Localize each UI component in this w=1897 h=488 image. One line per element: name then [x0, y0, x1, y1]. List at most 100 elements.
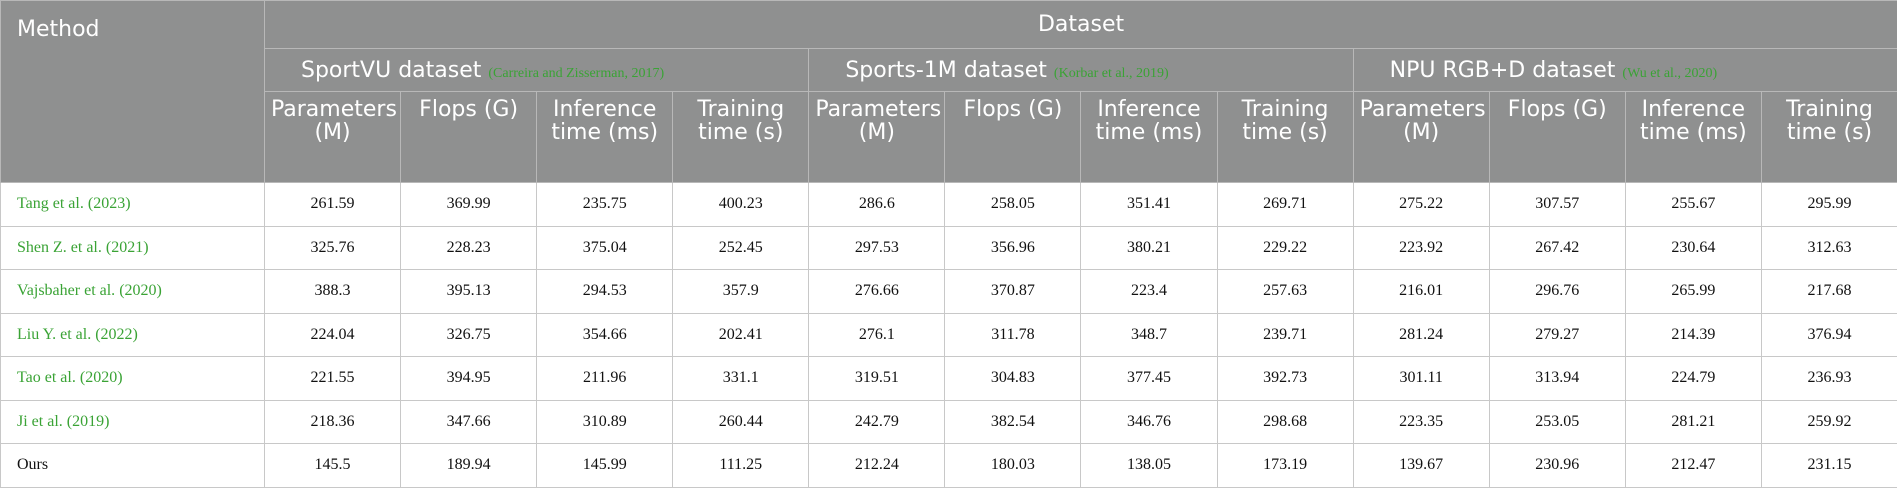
- method-cell: Tang et al. (2023): [1, 183, 265, 227]
- value-cell: 312.63: [1761, 226, 1897, 270]
- value-cell: 351.41: [1081, 183, 1217, 227]
- header-row: Parameters (M)Flops (G)Inference time (m…: [1, 92, 1897, 183]
- method-year: (2021): [106, 239, 149, 256]
- value-cell: 394.95: [401, 357, 537, 401]
- value-cell: 375.04: [537, 226, 673, 270]
- value-cell: 224.79: [1625, 357, 1761, 401]
- metric-header: Parameters (M): [1353, 92, 1489, 183]
- value-cell: 310.89: [537, 400, 673, 444]
- value-cell: 138.05: [1081, 444, 1217, 488]
- value-cell: 370.87: [945, 270, 1081, 314]
- value-cell: 348.7: [1081, 313, 1217, 357]
- value-cell: 202.41: [673, 313, 809, 357]
- method-cell: Liu Y. et al. (2022): [1, 313, 265, 357]
- metric-header: Parameters (M): [265, 92, 401, 183]
- value-cell: 223.35: [1353, 400, 1489, 444]
- value-cell: 307.57: [1489, 183, 1625, 227]
- method-cell: Tao et al. (2020): [1, 357, 265, 401]
- value-cell: 216.01: [1353, 270, 1489, 314]
- value-cell: 301.11: [1353, 357, 1489, 401]
- group-header: Dataset: [265, 1, 1897, 49]
- value-cell: 211.96: [537, 357, 673, 401]
- header-row: SportVU dataset (Carreira and Zisserman,…: [1, 49, 1897, 92]
- metric-header: Flops (G): [1489, 92, 1625, 183]
- value-cell: 223.92: [1353, 226, 1489, 270]
- method-author: Liu Y. et al.: [17, 326, 91, 343]
- value-cell: 276.66: [809, 270, 945, 314]
- value-cell: 252.45: [673, 226, 809, 270]
- value-cell: 218.36: [265, 400, 401, 444]
- method-author: Shen Z. et al.: [17, 239, 102, 256]
- value-cell: 239.71: [1217, 313, 1353, 357]
- method-cell: Ji et al. (2019): [1, 400, 265, 444]
- method-cell: Vajsbaher et al. (2020): [1, 270, 265, 314]
- value-cell: 304.83: [945, 357, 1081, 401]
- value-cell: 236.93: [1761, 357, 1897, 401]
- value-cell: 319.51: [809, 357, 945, 401]
- dataset-name: SportVU dataset: [301, 58, 481, 83]
- value-cell: 281.24: [1353, 313, 1489, 357]
- value-cell: 311.78: [945, 313, 1081, 357]
- value-cell: 235.75: [537, 183, 673, 227]
- value-cell: 180.03: [945, 444, 1081, 488]
- value-cell: 347.66: [401, 400, 537, 444]
- dataset-name: Sports-1M dataset: [845, 58, 1047, 83]
- value-cell: 388.3: [265, 270, 401, 314]
- value-cell: 212.24: [809, 444, 945, 488]
- value-cell: 111.25: [673, 444, 809, 488]
- value-cell: 229.22: [1217, 226, 1353, 270]
- value-cell: 223.4: [1081, 270, 1217, 314]
- value-cell: 376.94: [1761, 313, 1897, 357]
- value-cell: 261.59: [265, 183, 401, 227]
- value-cell: 212.47: [1625, 444, 1761, 488]
- value-cell: 296.76: [1489, 270, 1625, 314]
- method-year: (2019): [67, 413, 110, 430]
- method-author: Ji et al.: [17, 413, 63, 430]
- method-author: Ours: [17, 456, 48, 473]
- value-cell: 145.99: [537, 444, 673, 488]
- value-cell: 267.42: [1489, 226, 1625, 270]
- method-year: (2020): [80, 369, 123, 386]
- method-header: Method: [1, 1, 265, 183]
- dataset-citation: (Carreira and Zisserman, 2017): [488, 66, 664, 81]
- dataset-header: SportVU dataset (Carreira and Zisserman,…: [265, 49, 809, 92]
- dataset-header: NPU RGB+D dataset (Wu et al., 2020): [1353, 49, 1897, 92]
- value-cell: 281.21: [1625, 400, 1761, 444]
- metric-header: Training time (s): [673, 92, 809, 183]
- value-cell: 313.94: [1489, 357, 1625, 401]
- value-cell: 255.67: [1625, 183, 1761, 227]
- value-cell: 377.45: [1081, 357, 1217, 401]
- metric-header: Flops (G): [945, 92, 1081, 183]
- value-cell: 395.13: [401, 270, 537, 314]
- value-cell: 357.9: [673, 270, 809, 314]
- value-cell: 173.19: [1217, 444, 1353, 488]
- value-cell: 369.99: [401, 183, 537, 227]
- dataset-citation: (Wu et al., 2020): [1622, 66, 1717, 81]
- value-cell: 221.55: [265, 357, 401, 401]
- value-cell: 230.64: [1625, 226, 1761, 270]
- value-cell: 231.15: [1761, 444, 1897, 488]
- value-cell: 392.73: [1217, 357, 1353, 401]
- value-cell: 294.53: [537, 270, 673, 314]
- value-cell: 230.96: [1489, 444, 1625, 488]
- value-cell: 326.75: [401, 313, 537, 357]
- method-year: (2023): [88, 195, 131, 212]
- value-cell: 242.79: [809, 400, 945, 444]
- value-cell: 259.92: [1761, 400, 1897, 444]
- value-cell: 380.21: [1081, 226, 1217, 270]
- value-cell: 356.96: [945, 226, 1081, 270]
- method-cell: Ours: [1, 444, 265, 488]
- method-cell: Shen Z. et al. (2021): [1, 226, 265, 270]
- value-cell: 189.94: [401, 444, 537, 488]
- value-cell: 382.54: [945, 400, 1081, 444]
- metric-header: Flops (G): [401, 92, 537, 183]
